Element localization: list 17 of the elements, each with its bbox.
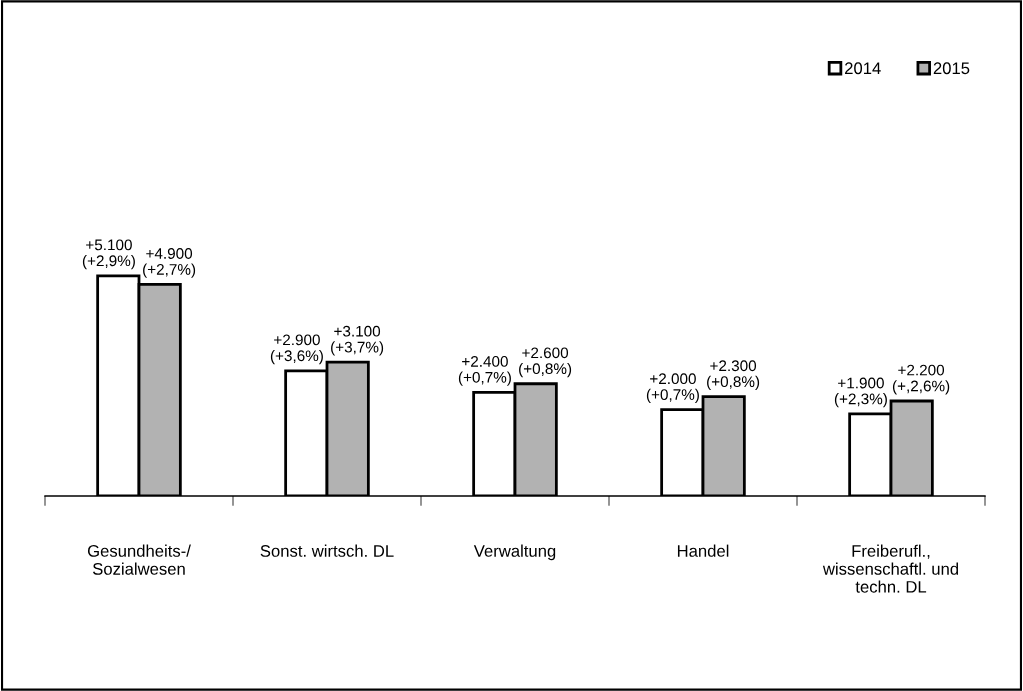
x-tick-label: Gesundheits-/ Sozialwesen (87, 544, 191, 575)
legend-label: 2015 (933, 62, 970, 75)
x-tick-label: Sonst. wirtsch. DL (260, 544, 394, 557)
legend-label: 2014 (845, 62, 881, 75)
x-tick-label: Verwaltung (473, 544, 556, 561)
data-label: +4.900 (+2,7%) (143, 248, 196, 278)
data-label: +3.100 (+3,7%) (331, 325, 384, 356)
x-tick-label: Freiberufl., wissenschaftl. und techn. DL (822, 544, 959, 593)
data-label: +2.200 (+,2,6%) (892, 364, 950, 395)
data-label: +2.400 (+0,7%) (458, 356, 511, 386)
data-label: +2.900 (+3,6%) (270, 334, 323, 365)
data-label: +2.300 (+0,8%) (707, 360, 760, 391)
data-label: +2.000 (+0,7%) (646, 373, 699, 404)
x-tick-label: Handel (677, 544, 729, 557)
data-label: +2.600 (+0,8%) (519, 347, 572, 378)
data-label: +5.100 (+2,9%) (82, 239, 135, 270)
data-label: +1.900 (+2,3%) (834, 377, 887, 408)
